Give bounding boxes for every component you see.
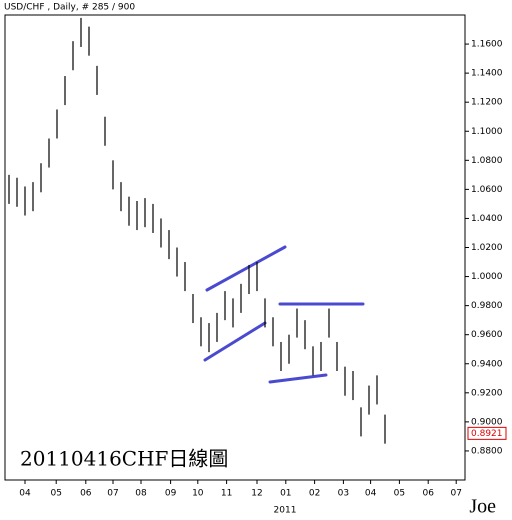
y-tick-label: 1.0200 xyxy=(471,243,503,253)
year-label: 2011 xyxy=(274,506,297,516)
y-tick-label: 0.9000 xyxy=(471,417,503,427)
trend-line xyxy=(203,321,267,362)
x-tick-label: 05 xyxy=(394,489,405,499)
trend-line xyxy=(205,245,287,292)
y-tick-label: 0.9800 xyxy=(471,301,503,311)
y-tick-label: 1.1200 xyxy=(471,98,503,108)
x-tick-label: 06 xyxy=(80,489,92,499)
x-tick-label: 01 xyxy=(280,489,291,499)
y-tick-label: 0.9400 xyxy=(471,359,503,369)
x-tick-label: 03 xyxy=(338,489,349,499)
annotation: 20110416CHF日線圖 xyxy=(20,447,228,471)
plot-frame xyxy=(4,14,466,481)
signature: Joe xyxy=(469,496,496,518)
x-tick-label: 10 xyxy=(192,489,204,499)
x-tick-label: 04 xyxy=(19,489,31,499)
y-tick-label: 1.1000 xyxy=(471,127,503,137)
last-value-box xyxy=(467,426,507,440)
y-tick-label: 1.0400 xyxy=(471,214,503,224)
x-tick-label: 04 xyxy=(365,489,377,499)
chart-title: USD/CHF , Daily, # 285 / 900 xyxy=(4,3,135,13)
x-tick-label: 07 xyxy=(450,489,461,499)
y-tick-label: 1.0600 xyxy=(471,185,503,195)
x-tick-label: 12 xyxy=(251,489,262,499)
x-tick-label: 05 xyxy=(50,489,61,499)
trend-line xyxy=(268,373,328,384)
y-tick-label: 0.8800 xyxy=(471,446,503,456)
x-tick-label: 02 xyxy=(309,489,320,499)
x-tick-label: 11 xyxy=(221,489,232,499)
x-tick-label: 08 xyxy=(135,489,147,499)
x-tick-label: 07 xyxy=(107,489,118,499)
x-tick-label: 09 xyxy=(165,489,177,499)
y-tick-label: 0.9600 xyxy=(471,330,503,340)
y-tick-label: 1.1400 xyxy=(471,69,503,79)
y-tick-label: 1.0000 xyxy=(471,272,503,282)
last-value-label: 0.8921 xyxy=(471,429,503,439)
y-tick-label: 1.0800 xyxy=(471,156,503,166)
y-tick-label: 0.9200 xyxy=(471,388,503,398)
y-tick-label: 1.1600 xyxy=(471,40,503,50)
x-tick-label: 06 xyxy=(422,489,434,499)
